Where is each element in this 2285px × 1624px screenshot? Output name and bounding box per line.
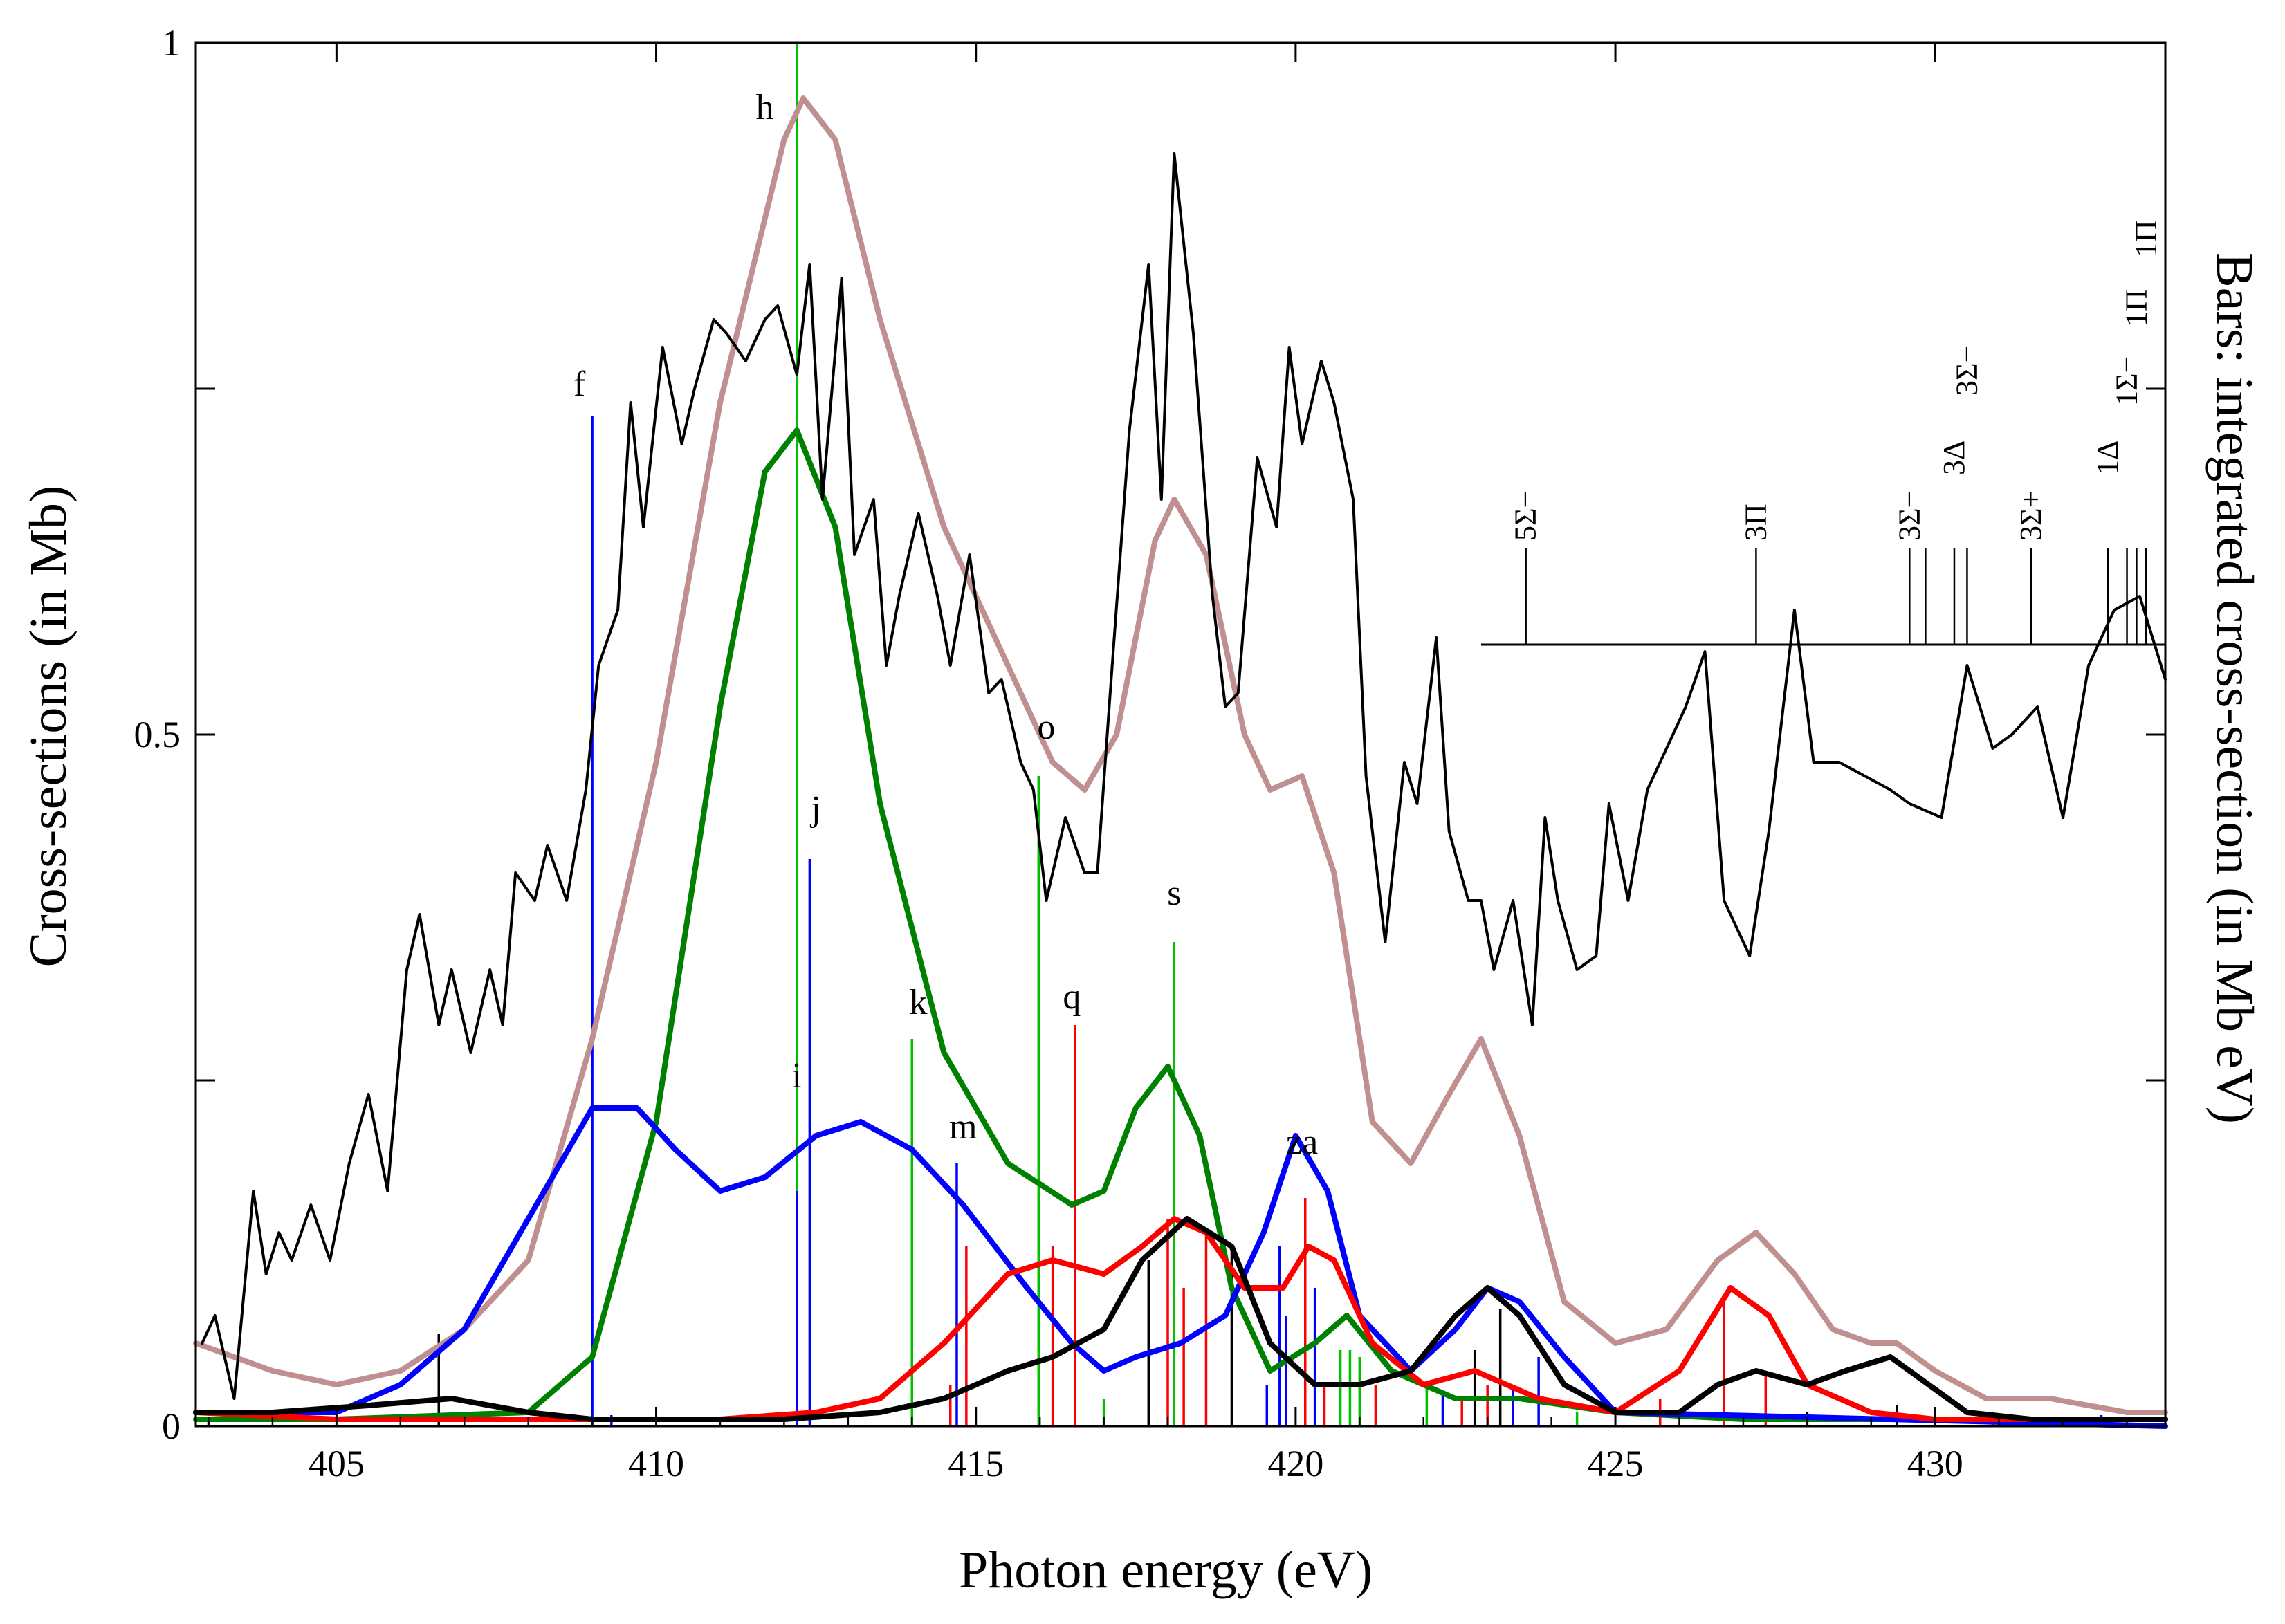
x-tick-label-4: 425: [1588, 1443, 1644, 1484]
annotation-m: m: [949, 1107, 977, 1147]
y-tick-label-2: 0.5: [134, 714, 181, 755]
state-label-10: 1Π: [2129, 220, 2163, 257]
bars-group: [207, 43, 2103, 1426]
y2-axis-title: Bars: integrated cross-section (in Mb eV…: [2205, 252, 2264, 1124]
state-label-2: 3Σ−: [1892, 491, 1926, 541]
state-markers-group: 5Σ− 3Π 3Σ− 3Δ 3Σ− 3Σ+ 1Δ 1Σ− 1Π 1Π: [1480, 220, 2165, 646]
state-label-6: 3Σ+: [2014, 491, 2048, 541]
y-axis-title: Cross-sections (in Mb): [19, 486, 77, 968]
x-tick-label-1: 410: [628, 1443, 684, 1484]
annotations-group: f h i j k m o q s za: [573, 88, 1318, 1162]
state-label-9: 1Π: [2119, 289, 2153, 326]
annotation-k: k: [910, 983, 928, 1022]
state-label-8: 1Σ−: [2110, 356, 2144, 406]
annotation-i: i: [792, 1056, 802, 1096]
annotation-j: j: [809, 789, 820, 829]
annotation-za: za: [1286, 1123, 1318, 1162]
state-label-5: 3Σ−: [1949, 346, 1983, 396]
series-line-1: [193, 95, 2168, 1415]
annotation-f: f: [573, 365, 586, 404]
series-line-3: [193, 1105, 2168, 1429]
state-label-1: 3Π: [1738, 504, 1772, 541]
ticks-group: 405 410 415 420 425 430 0 0.5 1: [134, 22, 2165, 1484]
series-line-4: [193, 1216, 2168, 1422]
series-line-0: [201, 152, 2167, 1400]
state-label-7: 1Δ: [2091, 441, 2125, 475]
x-axis-title: Photon energy (eV): [959, 1541, 1373, 1599]
series-line-2: [193, 427, 2168, 1422]
state-label-4: 3Δ: [1937, 441, 1971, 475]
x-tick-label-3: 420: [1267, 1443, 1323, 1484]
series-group: [193, 95, 2168, 1429]
annotation-o: o: [1037, 708, 1055, 747]
y-tick-label-4: 1: [162, 22, 181, 64]
state-label-0: 5Σ−: [1509, 491, 1543, 541]
x-tick-label-2: 415: [948, 1443, 1004, 1484]
y-tick-label-0: 0: [162, 1405, 181, 1447]
annotation-q: q: [1063, 977, 1081, 1017]
x-tick-label-0: 405: [309, 1443, 365, 1484]
x-tick-label-5: 430: [1907, 1443, 1963, 1484]
series-line-5: [193, 1216, 2168, 1422]
annotation-s: s: [1167, 874, 1181, 913]
annotation-h: h: [756, 88, 774, 127]
